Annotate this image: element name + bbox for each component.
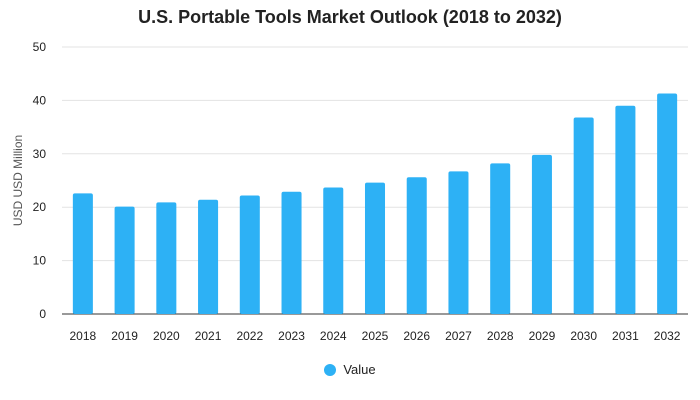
bar-2027 [448,171,469,314]
x-tick-label-2019: 2019 [111,329,138,343]
bar-2031 [615,105,636,315]
legend-swatch-value [324,363,337,376]
y-tick-label-0: 0 [39,307,46,321]
chart-legend: Value [0,362,700,377]
bar-2020 [156,202,177,314]
y-axis-title: USD USD Million [11,135,25,226]
x-tick-label-2023: 2023 [278,329,305,343]
x-tick-label-2021: 2021 [195,329,222,343]
bar-2032 [657,93,678,314]
bar-2023 [281,191,302,314]
bar-2019 [114,206,135,314]
bar-2026 [406,177,427,314]
y-tick-label-50: 50 [33,40,47,54]
bar-2022 [239,195,260,314]
bar-2030 [573,117,594,314]
bar-2024 [323,187,344,314]
chart-title: U.S. Portable Tools Market Outlook (2018… [138,7,562,27]
legend-label-value: Value [343,362,376,377]
x-tick-label-2022: 2022 [236,329,263,343]
x-tick-label-2028: 2028 [487,329,514,343]
x-tick-label-2020: 2020 [153,329,180,343]
bar-2029 [531,154,552,314]
x-tick-label-2027: 2027 [445,329,472,343]
bar-2021 [198,199,219,314]
bar-2018 [72,193,93,314]
x-tick-label-2030: 2030 [570,329,597,343]
y-tick-label-30: 30 [33,147,47,161]
y-tick-label-40: 40 [33,93,47,107]
x-tick-label-2032: 2032 [654,329,681,343]
x-tick-label-2029: 2029 [529,329,556,343]
x-tick-label-2018: 2018 [70,329,97,343]
bar-2028 [490,163,511,314]
x-tick-label-2031: 2031 [612,329,639,343]
y-tick-label-10: 10 [33,254,47,268]
x-tick-label-2024: 2024 [320,329,347,343]
x-tick-label-2026: 2026 [403,329,430,343]
bar-2025 [364,182,386,314]
y-tick-label-20: 20 [33,200,47,214]
x-tick-label-2025: 2025 [362,329,389,343]
